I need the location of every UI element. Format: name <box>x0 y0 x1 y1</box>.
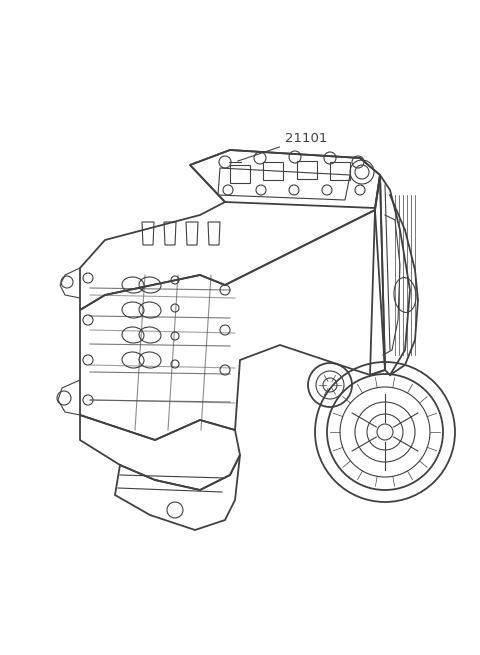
Text: 21101: 21101 <box>238 132 327 161</box>
